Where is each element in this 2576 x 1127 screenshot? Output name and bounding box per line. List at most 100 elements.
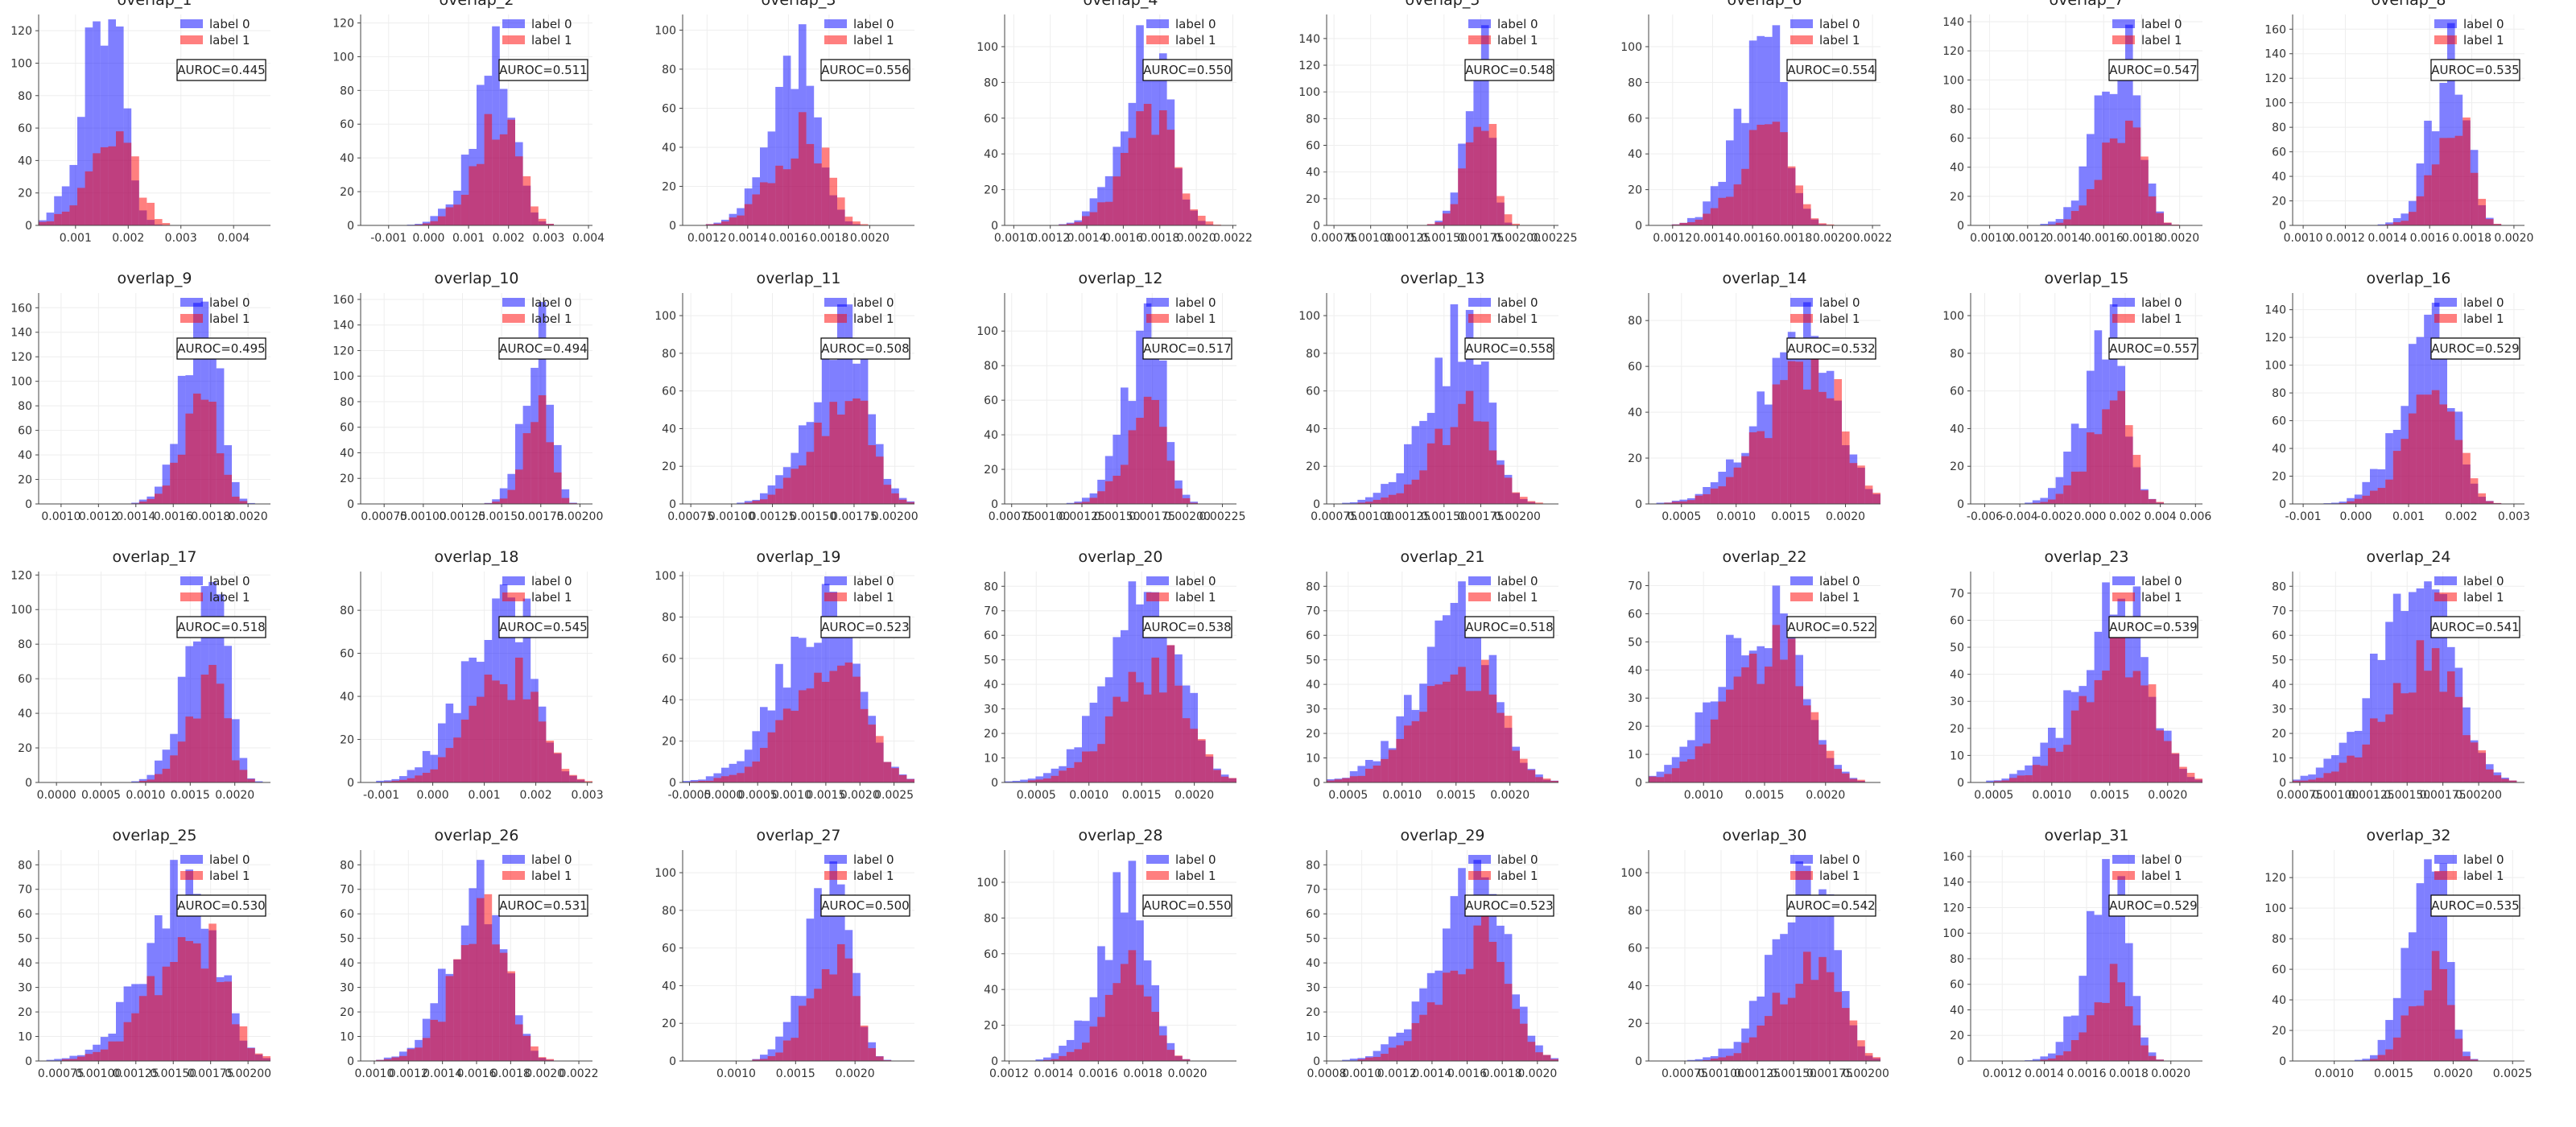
y-tick-label: 40	[2272, 171, 2286, 184]
legend-label1: label 1	[1175, 33, 1216, 47]
y-tick-label: 80	[1628, 76, 1642, 89]
label1-bar	[729, 774, 737, 782]
x-tick-label: 0.0018	[1123, 1067, 1162, 1080]
label1-bar	[2462, 1056, 2471, 1061]
auroc-label: AUROC=0.511	[499, 63, 587, 77]
label1-bar	[752, 761, 760, 782]
y-tick-label: 0	[347, 777, 354, 790]
label1-bar	[2409, 1006, 2417, 1061]
y-tick-label: 40	[340, 691, 354, 704]
y-tick-label: 10	[340, 1031, 354, 1044]
label1-bar	[1695, 219, 1703, 225]
auroc-label: AUROC=0.523	[821, 620, 909, 634]
x-tick-label: 0.0016	[2410, 232, 2450, 245]
label0-bar	[131, 502, 139, 504]
x-tick-label: 0.0016	[2067, 1067, 2107, 1080]
label0-bar	[100, 1037, 109, 1061]
y-tick-label: 40	[662, 980, 676, 993]
legend-label0: label 0	[2141, 574, 2182, 588]
y-tick-label: 30	[1306, 704, 1320, 716]
label1-bar	[2109, 400, 2118, 504]
label1-bar	[1027, 780, 1036, 782]
label1-bar	[477, 696, 485, 782]
y-tick-label: 80	[18, 638, 32, 651]
label1-bar	[1512, 492, 1520, 504]
y-tick-label: 0	[1635, 220, 1642, 233]
histogram-panel-24: 0.000750.001000.001250.001500.001750.002…	[2272, 548, 2524, 802]
label1-bar	[1826, 398, 1835, 504]
label1-bar	[2493, 502, 2502, 504]
label1-bar	[2040, 502, 2048, 504]
label1-bar	[138, 996, 147, 1061]
label1-bar	[806, 452, 815, 504]
x-tick-label: 0.004	[217, 232, 250, 245]
y-tick-label: 0	[1957, 220, 1964, 233]
legend-label1: label 1	[2141, 33, 2182, 47]
auroc-box	[2108, 337, 2198, 360]
label1-bar	[177, 741, 186, 782]
label1-bar	[2385, 479, 2393, 504]
panel-title: overlap_3	[762, 0, 836, 9]
x-tick-label: 0.0014	[1693, 232, 1732, 245]
y-tick-label: 0	[25, 1055, 32, 1068]
y-tick-label: 60	[662, 386, 676, 398]
histogram-panel-2: -0.001 0.000 0.001 0.002 0.003 0.004020406080…	[332, 0, 605, 245]
label1-bar	[767, 494, 776, 504]
y-tick-label: 20	[18, 742, 32, 755]
x-tick-label: 0.0012	[2008, 232, 2047, 245]
label1-bar	[1458, 974, 1466, 1061]
label1-bar	[1481, 130, 1489, 225]
label1-bar	[2377, 488, 2386, 504]
label1-bar	[1166, 645, 1175, 782]
label1-bar	[492, 502, 500, 504]
y-tick-label: 0	[991, 1055, 998, 1068]
label0-bar	[2331, 502, 2339, 504]
auroc-label: AUROC=0.542	[1787, 898, 1875, 913]
y-tick-label: 70	[984, 605, 998, 618]
legend-swatch-label1	[824, 871, 847, 880]
x-tick-label: 0.00200	[556, 510, 603, 523]
label1-bar	[1089, 497, 1098, 504]
y-tick-label: 40	[984, 679, 998, 691]
panel-title: overlap_23	[2044, 548, 2128, 566]
legend-swatch-label1	[1468, 592, 1491, 601]
label1-bar	[2447, 1005, 2455, 1061]
label1-bar	[546, 1059, 554, 1061]
label0-bar	[2354, 1059, 2363, 1061]
label1-bar	[1396, 738, 1404, 782]
label1-bar	[224, 718, 232, 782]
label0-bar	[2063, 451, 2071, 504]
label0-bar	[2339, 502, 2347, 504]
auroc-label: AUROC=0.558	[1465, 341, 1553, 356]
label0-bar	[2392, 997, 2401, 1061]
label1-bar	[1190, 209, 1198, 225]
y-tick-label: 20	[1950, 1030, 1964, 1042]
x-tick-label: 0.0005	[1017, 789, 1056, 802]
label1-bar	[507, 489, 515, 504]
y-tick-label: 0	[1957, 1055, 1964, 1068]
label0-bar	[1481, 25, 1489, 225]
y-tick-label: 80	[662, 64, 676, 76]
label1-bar	[1373, 499, 1381, 504]
label1-bar	[155, 995, 163, 1061]
y-tick-label: 0	[991, 220, 998, 233]
label1-bar	[1810, 218, 1819, 225]
auroc-box	[176, 337, 266, 360]
y-tick-label: 60	[1628, 608, 1642, 621]
label0-bar	[85, 27, 93, 225]
y-tick-label: 80	[1950, 103, 1964, 116]
label1-bar	[1718, 486, 1726, 504]
x-tick-label: 0.00100	[2312, 789, 2359, 802]
label0-bar	[1349, 502, 1358, 504]
label1-bar	[1373, 766, 1381, 782]
y-tick-label: 70	[2272, 605, 2286, 618]
label1-bar	[698, 780, 706, 782]
label0-bar	[1664, 765, 1672, 782]
label0-bar	[1012, 780, 1021, 782]
auroc-box	[1786, 616, 1876, 638]
label0-bar	[2025, 765, 2033, 782]
x-tick-label: 0.0012	[1983, 1067, 2022, 1080]
label1-bar	[1757, 124, 1765, 225]
y-tick-label: 80	[1628, 315, 1642, 328]
label1-bar	[469, 705, 477, 782]
